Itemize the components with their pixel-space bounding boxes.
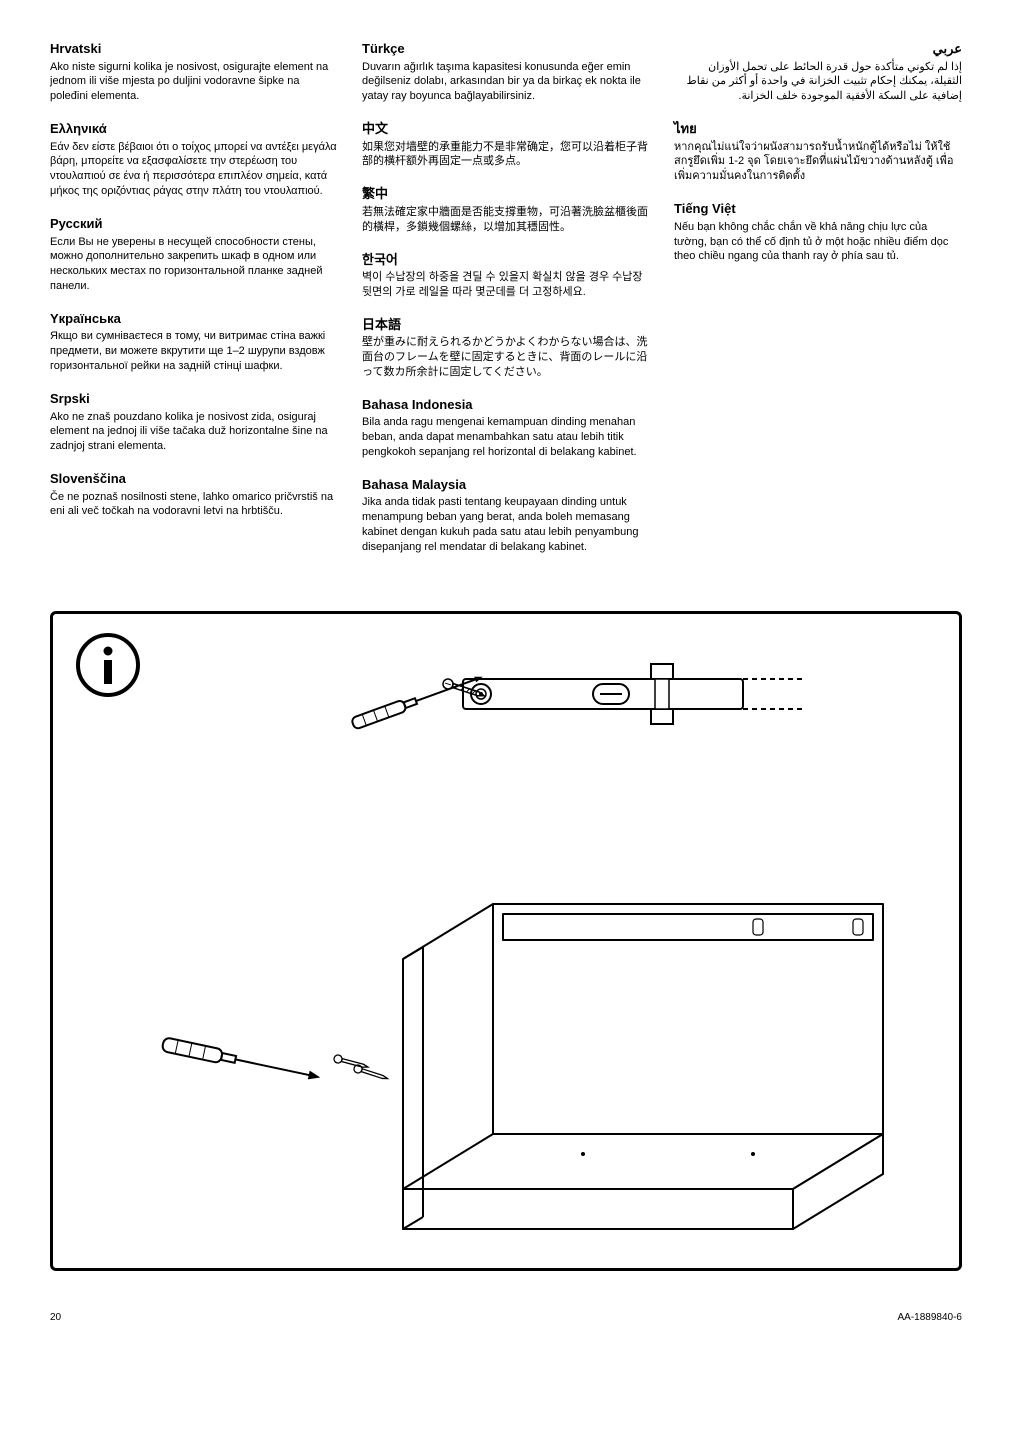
lang-block: Русский Если Вы не уверены в несущей спос…: [50, 215, 338, 294]
lang-title: Srpski: [50, 390, 338, 408]
lang-text: إذا لم تكوني متأكدة حول قدرة الحائط على …: [674, 60, 962, 105]
lang-block: Türkçe Duvarın ağırlık taşıma kapasitesi …: [362, 40, 650, 104]
lang-block: 日本語壁が重みに耐えられるかどうかよくわからない場合は、洗面台のフレームを壁に固…: [362, 316, 650, 380]
lang-title: Hrvatski: [50, 40, 338, 58]
lang-title: Yкраїнська: [50, 310, 338, 328]
lang-text: 壁が重みに耐えられるかどうかよくわからない場合は、洗面台のフレームを壁に固定する…: [362, 335, 650, 380]
column-2: Türkçe Duvarın ağırlık taşıma kapasitesi …: [362, 40, 650, 571]
column-1: Hrvatski Ako niste sigurni kolika je nosi…: [50, 40, 338, 571]
lang-title: Bahasa Malaysia: [362, 476, 650, 494]
lang-title: Slovenščina: [50, 470, 338, 488]
lang-block: Ελληνικά Εάν δεν είστε βέβαιοι ότι ο τοίχ…: [50, 120, 338, 199]
lang-block: Hrvatski Ako niste sigurni kolika je nosi…: [50, 40, 338, 104]
lang-text: Если Вы не уверены в несущей способности…: [50, 235, 338, 294]
lang-title: Bahasa Indonesia: [362, 396, 650, 414]
lang-text: Якщо ви сумніваєтеся в тому, чи витримає…: [50, 329, 338, 374]
lang-text: 若無法確定家中牆面是否能支撐重物，可沿著洗臉盆櫃後面的橫桿，多鎖幾個螺絲，以增加…: [362, 205, 650, 235]
lang-text: Ako niste sigurni kolika je nosivost, os…: [50, 60, 338, 105]
lang-text: Duvarın ağırlık taşıma kapasitesi konusu…: [362, 60, 650, 105]
lang-title: ไทย: [674, 120, 962, 138]
lang-text: Jika anda tidak pasti tentang keupayaan …: [362, 495, 650, 554]
lang-text: Nếu bạn không chắc chắn về khả năng chịu…: [674, 220, 962, 265]
lang-text: 如果您对墙壁的承重能力不是非常确定，您可以沿着柜子背部的横杆额外再固定一点或多点…: [362, 140, 650, 170]
lang-text: หากคุณไม่แน่ใจว่าผนังสามารถรับน้ำหนักตู้…: [674, 140, 962, 185]
lang-text: Bila anda ragu mengenai kemampuan dindin…: [362, 415, 650, 460]
lang-title: Ελληνικά: [50, 120, 338, 138]
info-icon: [75, 632, 141, 698]
lang-block: YкраїнськаЯкщо ви сумніваєтеся в тому, ч…: [50, 310, 338, 374]
lang-title: 한국어: [362, 251, 650, 269]
lang-title: Русский: [50, 215, 338, 233]
lang-text: 벽이 수납장의 하중을 견딜 수 있을지 확실치 않을 경우 수납장 뒷면의 가…: [362, 270, 650, 300]
lang-title: Tiếng Việt: [674, 200, 962, 218]
lang-text: Ako ne znaš pouzdano kolika je nosivost …: [50, 410, 338, 455]
column-3: عربي إذا لم تكوني متأكدة حول قدرة الحائط …: [674, 40, 962, 571]
lang-title: عربي: [674, 40, 962, 58]
lang-text: Εάν δεν είστε βέβαιοι ότι ο τοίχος μπορε…: [50, 140, 338, 199]
lang-block: Srpski Ako ne znaš pouzdano kolika je nos…: [50, 390, 338, 454]
lang-block: 中文如果您对墙壁的承重能力不是非常确定，您可以沿着柜子背部的横杆额外再固定一点或…: [362, 120, 650, 169]
lang-block: Tiếng Việt Nếu bạn không chắc chắn về khả…: [674, 200, 962, 264]
lang-block: Slovenščina Če ne poznaš nosilnosti stene…: [50, 470, 338, 519]
lang-block: 繁中若無法確定家中牆面是否能支撐重物，可沿著洗臉盆櫃後面的橫桿，多鎖幾個螺絲，以…: [362, 185, 650, 234]
bottom-diagram: [113, 844, 933, 1244]
lang-block: Bahasa IndonesiaBila anda ragu mengenai …: [362, 396, 650, 460]
page-footer: 20 AA-1889840-6: [50, 1311, 962, 1325]
lang-block: عربي إذا لم تكوني متأكدة حول قدرة الحائط …: [674, 40, 962, 104]
page-number: 20: [50, 1311, 61, 1325]
diagram-box: [50, 611, 962, 1271]
language-columns: Hrvatski Ako niste sigurni kolika je nosi…: [50, 40, 962, 571]
lang-title: Türkçe: [362, 40, 650, 58]
lang-title: 繁中: [362, 185, 650, 203]
top-diagram: [333, 644, 833, 784]
doc-code: AA-1889840-6: [898, 1311, 963, 1325]
lang-title: 中文: [362, 120, 650, 138]
lang-text: Če ne poznaš nosilnosti stene, lahko oma…: [50, 490, 338, 520]
lang-block: Bahasa MalaysiaJika anda tidak pasti ten…: [362, 476, 650, 555]
lang-block: ไทยหากคุณไม่แน่ใจว่าผนังสามารถรับน้ำหนัก…: [674, 120, 962, 184]
lang-block: 한국어벽이 수납장의 하중을 견딜 수 있을지 확실치 않을 경우 수납장 뒷면…: [362, 251, 650, 300]
lang-title: 日本語: [362, 316, 650, 334]
